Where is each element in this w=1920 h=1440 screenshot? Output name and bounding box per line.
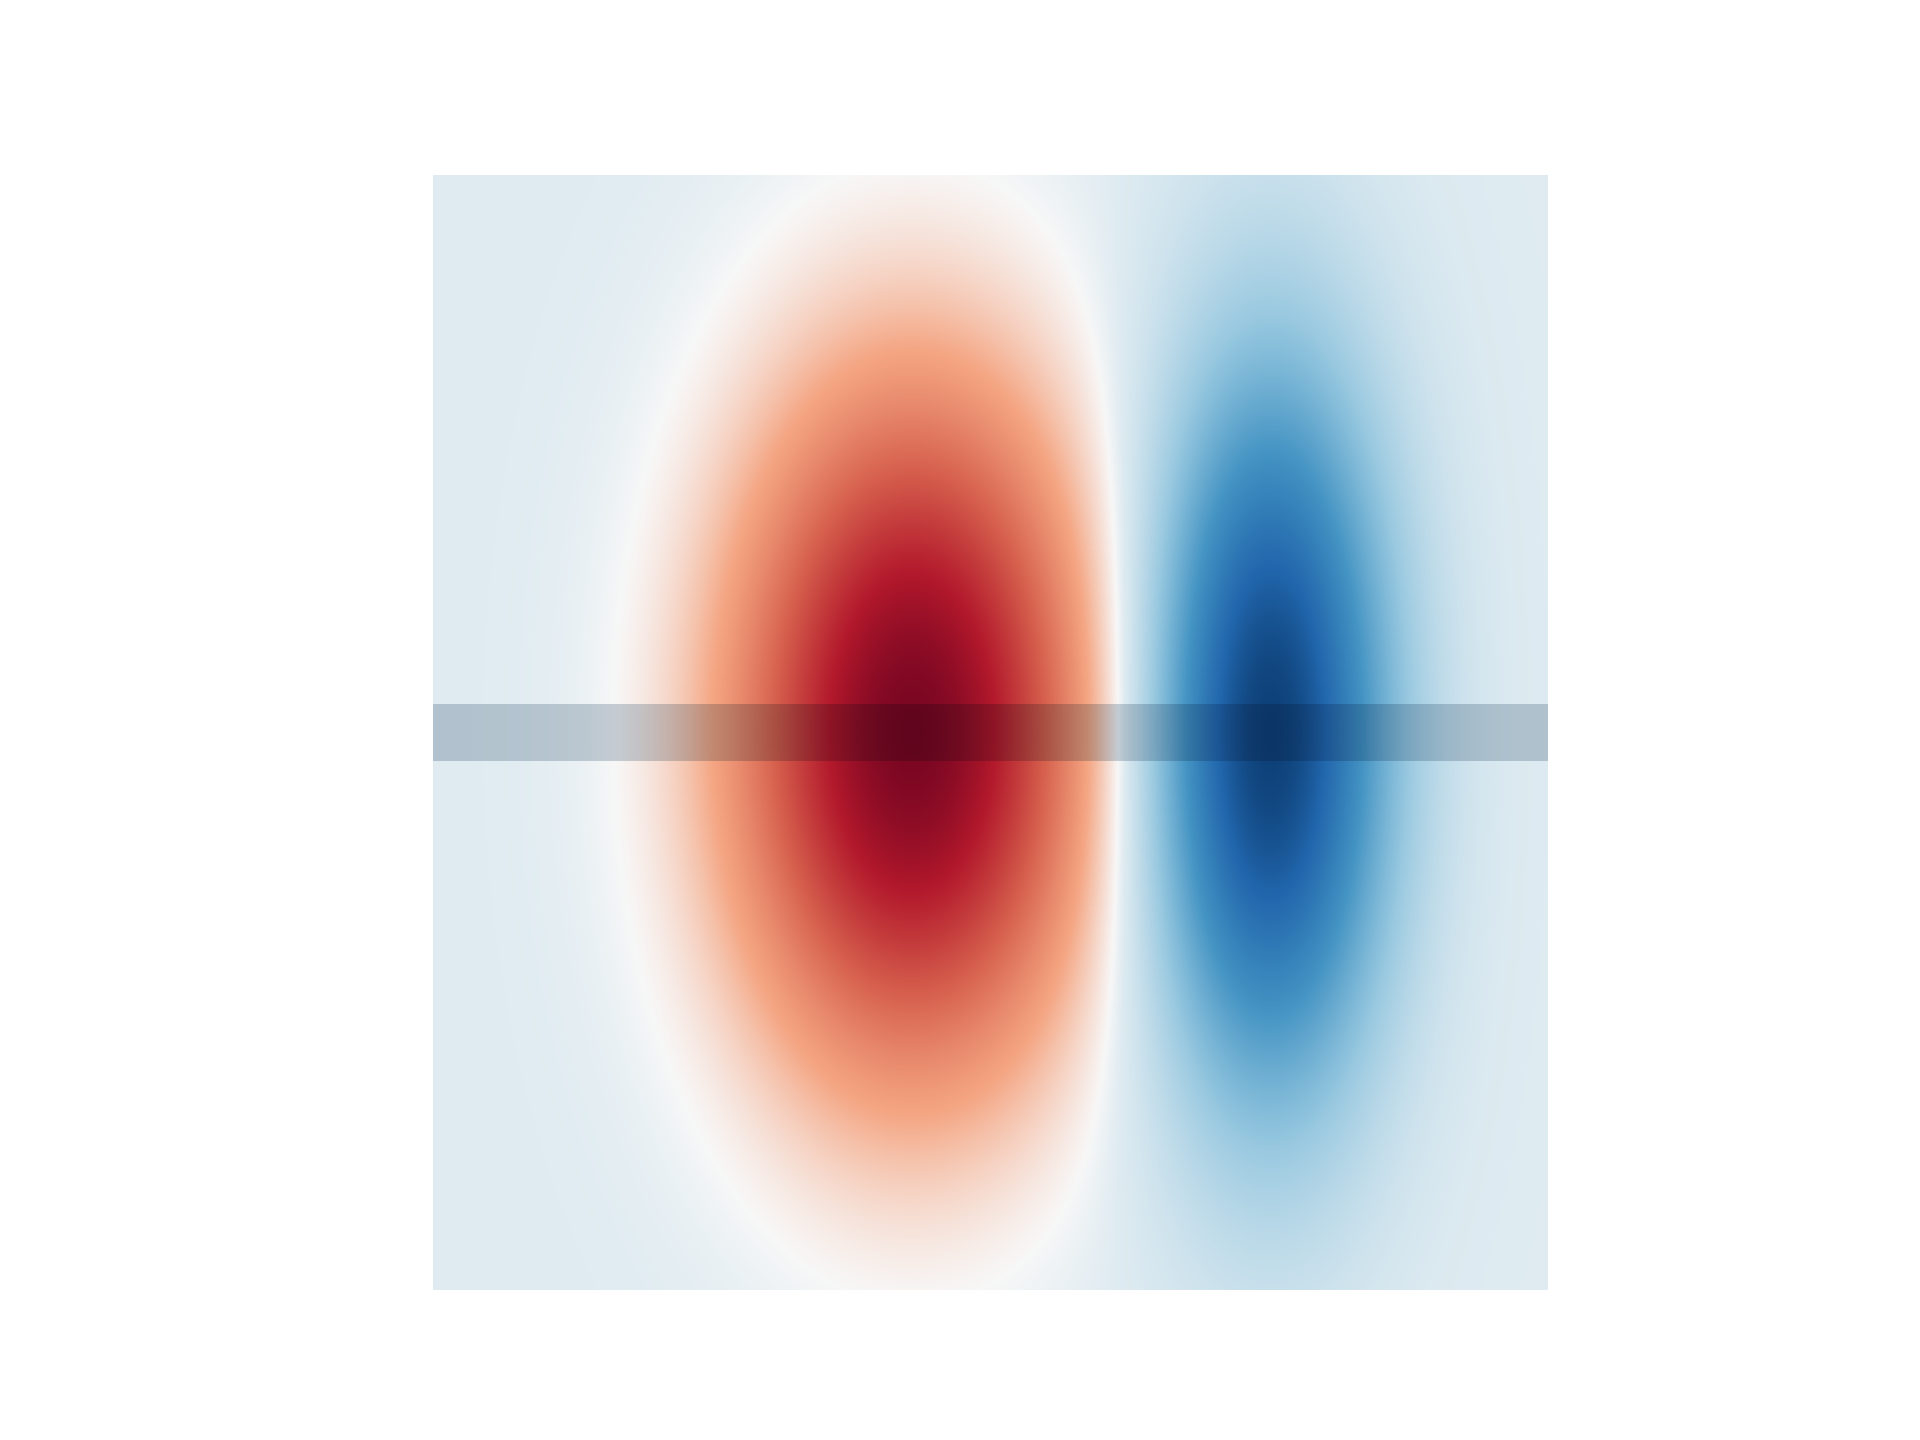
heatmap-image	[433, 175, 1548, 1290]
heatmap-plot-area	[433, 175, 1548, 1290]
